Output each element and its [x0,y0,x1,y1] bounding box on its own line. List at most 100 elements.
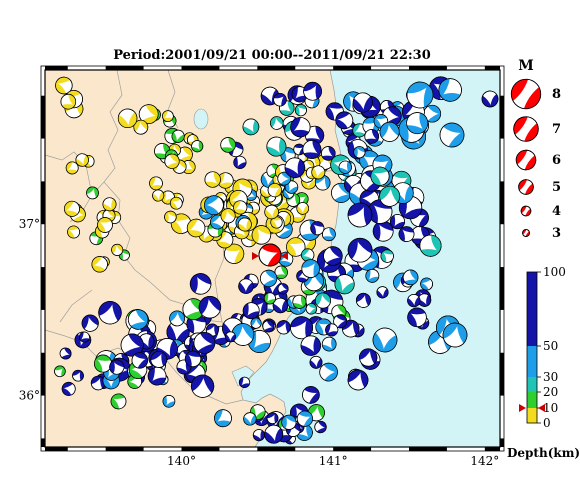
boundary-line [44,151,93,196]
focal-mechanism [264,424,284,444]
focal-mechanism [242,302,260,320]
magnitude-legend-header: M [518,58,534,74]
focal-mechanism [54,365,66,378]
focal-mechanism [64,200,80,217]
focal-mechanism [376,286,389,299]
frame-bar-left [41,352,45,396]
focal-mechanism [347,202,373,228]
lon-tick-label: 142° [470,454,499,468]
focal-mechanism [147,366,167,386]
focal-mechanism [252,429,265,442]
depth-marker-left [519,404,526,412]
focal-mechanism [259,269,278,288]
magnitude-label: 7 [552,122,561,137]
focal-mechanism [127,309,149,330]
focal-mechanism [272,297,289,314]
depth-band [527,377,537,392]
focal-mechanism [331,182,352,203]
magnitude-symbol [522,229,530,237]
frame-bar-top [181,66,220,70]
focal-mechanism [131,352,148,369]
focal-mechanism [182,298,205,321]
focal-mechanism [307,404,325,422]
focal-mechanism [311,165,326,180]
depth-tick-label: 100 [543,265,566,279]
focal-mechanism [186,218,206,238]
focal-mechanism [321,146,336,161]
depth-band [527,346,537,377]
focal-mechanism [379,121,400,142]
frame-outer [40,65,505,452]
focal-mechanism [169,196,183,210]
depth-tick-label: 0 [543,416,551,430]
focal-mechanism [372,327,398,353]
focal-mechanism [94,354,112,373]
focal-mechanism [322,227,336,242]
magnitude-label: 3 [552,226,561,241]
focal-mechanism [334,274,355,295]
focal-mechanism [352,123,367,138]
focal-mechanism [347,369,369,391]
focal-mechanism [233,200,248,215]
lat-tick-label: 36° [19,389,40,403]
frame-bar-top [105,66,144,70]
axis-labels: 140° 141° 142° 37° 36° [19,217,500,468]
focal-mechanism [210,214,225,230]
focal-mechanism [198,295,222,319]
focal-mechanism [276,320,291,335]
map-title: Period:2001/09/21 00:00--2011/09/21 22:3… [113,48,431,63]
focal-mechanism [191,374,215,398]
focal-mechanism [191,140,204,153]
frame-bar-bottom [484,447,500,451]
focal-mechanism [294,104,307,117]
frame-bar-left [41,438,45,447]
focal-mechanism [238,278,254,294]
focal-mechanism [347,237,373,263]
depth-band [527,272,537,346]
depth-marker-right [538,404,545,412]
focal-mechanism [305,303,318,315]
focal-mechanism [406,81,434,109]
focal-mechanism [204,195,224,216]
focal-mechanism [420,277,433,291]
focal-mechanism [290,117,311,138]
focal-mechanism [220,208,236,224]
boundary-line [59,289,93,323]
focal-mechanism [303,81,322,101]
focal-mechanism [189,273,212,295]
magnitude-label: 4 [552,204,561,219]
focal-mechanism [250,317,262,329]
focal-mechanism [233,155,247,169]
focal-mechanism [338,160,352,174]
frame-bar-right [500,352,504,396]
focal-mechanism [314,420,327,434]
focal-mechanism [251,225,272,245]
frame-bar-right [500,438,504,447]
magnitude-symbol [515,149,537,171]
focal-mechanism [72,369,84,382]
lon-tick-label: 140° [167,454,196,468]
focal-mechanism [402,269,419,286]
focal-mechanism [60,93,77,110]
focal-mechanism [65,161,79,175]
focal-mechanism [238,376,251,388]
focal-mechanism [309,355,323,369]
focal-mechanism [164,153,180,169]
map-frame: 140° 141° 142° 37° 36° [19,65,505,468]
mainshock-marker-right [281,252,288,260]
focal-mechanism [379,185,401,207]
focal-mechanism [98,301,122,325]
land-area [44,69,344,448]
focal-mechanism [284,157,306,178]
magnitude-symbol [518,179,534,195]
focal-mechanism [97,217,113,233]
focal-mechanism [442,322,468,348]
focal-mechanism [302,140,322,159]
focal-mechanism [59,347,72,360]
frame-bar-top [333,66,372,70]
focal-mechanism [266,412,279,425]
focal-mechanism [315,292,331,309]
focal-mechanism [266,136,287,157]
focal-mechanism [319,362,338,382]
focal-mechanism [353,146,366,159]
